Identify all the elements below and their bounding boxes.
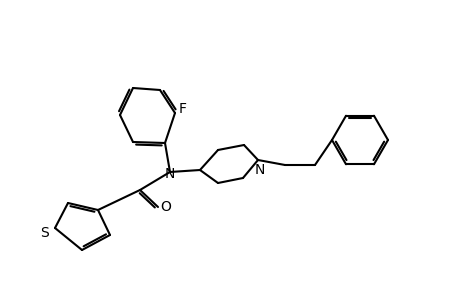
Text: N: N	[254, 163, 264, 177]
Text: S: S	[40, 226, 49, 240]
Text: O: O	[160, 200, 171, 214]
Text: N: N	[164, 167, 175, 181]
Text: F: F	[179, 102, 187, 116]
